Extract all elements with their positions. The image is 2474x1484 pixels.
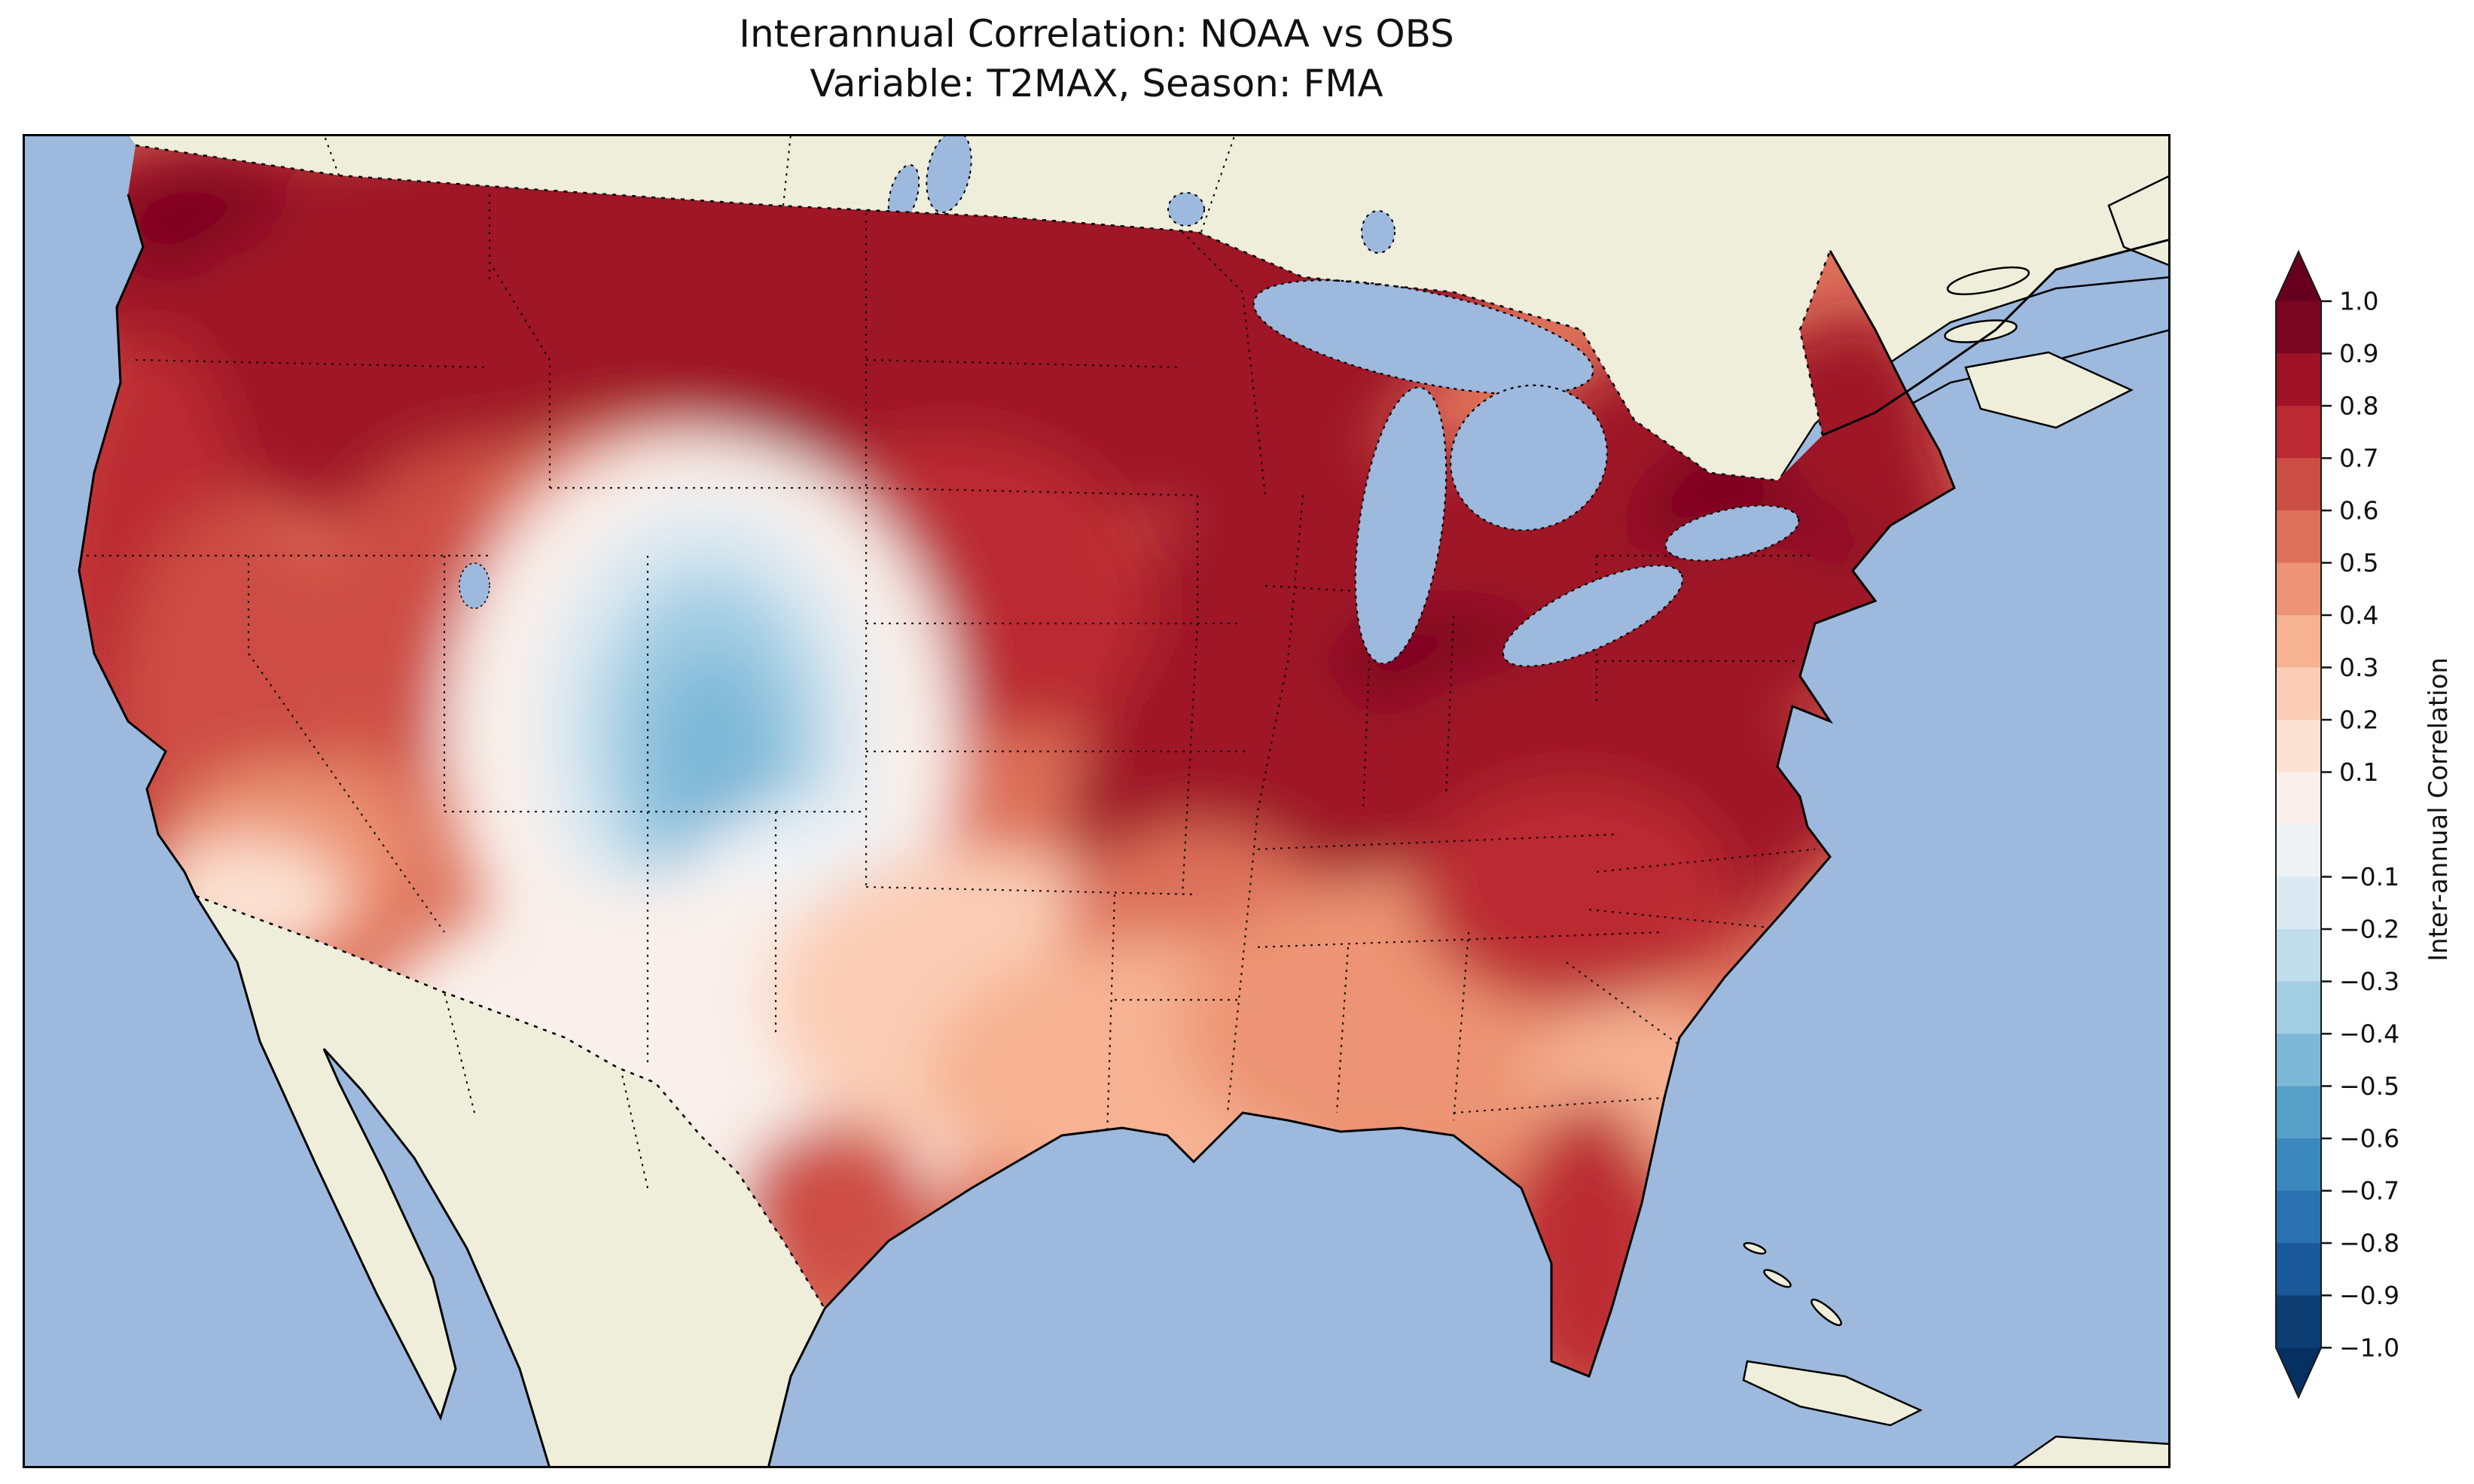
colorbar-tick-label: 0.7 (2339, 443, 2378, 473)
colorbar-tick-label: −0.3 (2339, 967, 2399, 996)
colorbar-tick-label: 0.3 (2339, 653, 2378, 682)
colorbar-band (2276, 458, 2321, 511)
colorbar-band (2276, 1190, 2321, 1244)
lake-erie (1502, 565, 1684, 667)
lake-huron (1450, 384, 1608, 532)
lake-manitoba (887, 164, 920, 224)
colorbar-band (2276, 1138, 2321, 1192)
colorbar-tick-label: −0.1 (2339, 862, 2399, 891)
anticosti-island (1946, 266, 2030, 296)
colorbar-bands (2276, 301, 2321, 1348)
colorbar-tick-label: 0.6 (2339, 496, 2378, 526)
bahamas-3 (1743, 1242, 1767, 1255)
cuba (1742, 1360, 1923, 1427)
mexico-coastline (194, 895, 826, 1469)
correlation-map (23, 130, 2172, 1470)
colorbar-band (2276, 667, 2321, 721)
colorbar-band (2276, 981, 2321, 1035)
lake-nipigon (1361, 210, 1396, 254)
colorbar-band (2276, 1034, 2321, 1087)
colorbar-tick-label: −1.0 (2339, 1333, 2399, 1363)
colorbar-tick-label: 0.9 (2339, 339, 2378, 368)
colorbar-tick-label: −0.7 (2339, 1176, 2399, 1205)
colorbar-under-arrow (2276, 1348, 2321, 1397)
chart-title: Interannual Correlation: NOAA vs OBS Var… (23, 9, 2170, 108)
colorbar-tick-label: 0.5 (2339, 548, 2378, 577)
colorbar-tick-label: 0.8 (2339, 392, 2378, 421)
colorbar-band (2276, 301, 2321, 355)
colorbar-over-arrow (2276, 251, 2321, 301)
colorbar-band (2276, 929, 2321, 983)
colorbar-band (2276, 406, 2321, 459)
gulf-and-east-coastline (823, 250, 1956, 1378)
colorbar-tick-label: −0.4 (2339, 1019, 2399, 1049)
colorbar-band (2276, 876, 2321, 930)
colorbar-band (2276, 353, 2321, 407)
coastlines (78, 193, 2171, 1469)
lake-michigan (1354, 386, 1447, 665)
colorbar-tick-label: 0.2 (2339, 705, 2378, 735)
canada-coastline (1822, 238, 2171, 437)
colorbar-band (2276, 824, 2321, 878)
colorbar-band (2276, 1243, 2321, 1297)
chart-title-line2: Variable: T2MAX, Season: FMA (810, 62, 1383, 105)
national-borders (135, 144, 1832, 1309)
map-panel (23, 130, 2172, 1470)
nova-scotia (1964, 351, 2134, 429)
colorbar-band (2276, 615, 2321, 669)
lake-of-the-woods (1167, 192, 1205, 227)
field-region-dakotas-minnesota (776, 187, 1423, 518)
lake-superior (1252, 279, 1594, 395)
bahamas-1 (1763, 1269, 1792, 1288)
great-lakes (1252, 279, 1800, 667)
colorbar-tick-label: 0.1 (2339, 757, 2378, 787)
colorbar-tick-label: −0.8 (2339, 1229, 2399, 1258)
colorbar-tick-label: −0.5 (2339, 1071, 2399, 1101)
us-canada-border (135, 144, 1832, 482)
canadian-lakes (887, 130, 1396, 254)
colorbar-band (2276, 1086, 2321, 1139)
colorbar-band (2276, 1295, 2321, 1348)
colorbar-tick-label: −0.2 (2339, 915, 2399, 944)
map-frame (23, 134, 2170, 1468)
canada-landmass (23, 134, 2170, 480)
colorbar-band (2276, 772, 2321, 825)
colorbar-band (2276, 510, 2321, 564)
bahamas-2 (1811, 1298, 1842, 1327)
colorbar-tick-label: −0.6 (2339, 1124, 2399, 1153)
west-coastline (78, 193, 197, 897)
field-region-tennessee-carolinas (1416, 782, 1732, 1007)
colorbar-ticks: 1.0 0.9 0.8 0.7 0.6 0.5 0.4 0.3 0.2 0.1 −0.1 −0.2 −0… (2321, 287, 2399, 1363)
colorbar: 1.0 0.9 0.8 0.7 0.6 0.5 0.4 0.3 0.2 0.1 −0.1 −0.2 −0… (2267, 248, 2433, 1400)
chart-title-line1: Interannual Correlation: NOAA vs OBS (739, 12, 1454, 56)
colorbar-tick-label: −0.9 (2339, 1281, 2399, 1310)
colorbar-svg: 1.0 0.9 0.8 0.7 0.6 0.5 0.4 0.3 0.2 0.1 −0.1 −0.2 −0… (2275, 249, 2399, 1400)
mexico-landmass (196, 896, 825, 1468)
colorbar-band (2276, 720, 2321, 773)
colorbar-tick-label: 1.0 (2339, 287, 2378, 316)
state-borders (87, 194, 1816, 1136)
colorbar-axis-label: Inter-annual Correlation (2424, 657, 2454, 961)
colorbar-band (2276, 562, 2321, 616)
great-salt-lake (459, 562, 490, 609)
colorbar-tick-label: 0.4 (2339, 601, 2378, 630)
lake-ontario (1664, 504, 1800, 562)
caribbean-islands (1742, 1242, 2172, 1470)
